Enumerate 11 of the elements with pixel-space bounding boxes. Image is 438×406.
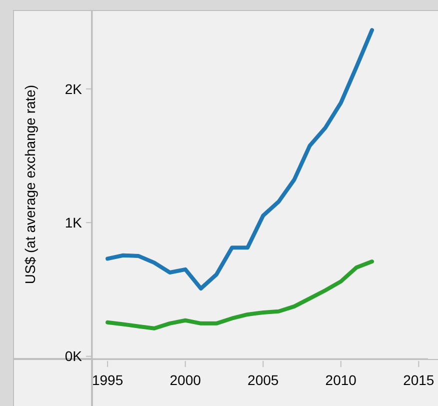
y-axis-title: US$ (at average exchange rate) — [22, 84, 38, 284]
y-tick-label: 1K — [64, 214, 83, 231]
line-series — [106, 28, 374, 291]
x-tick-label: 2015 — [403, 372, 434, 388]
x-tick-label: 2000 — [170, 372, 202, 388]
y-tick-label: 0K — [64, 348, 83, 364]
x-tick-label: 1995 — [92, 372, 124, 388]
y-tick-label: 2K — [64, 80, 83, 97]
x-tick-label: 2010 — [325, 372, 357, 388]
x-tick-label: 2005 — [248, 372, 279, 388]
line-series — [106, 260, 374, 330]
